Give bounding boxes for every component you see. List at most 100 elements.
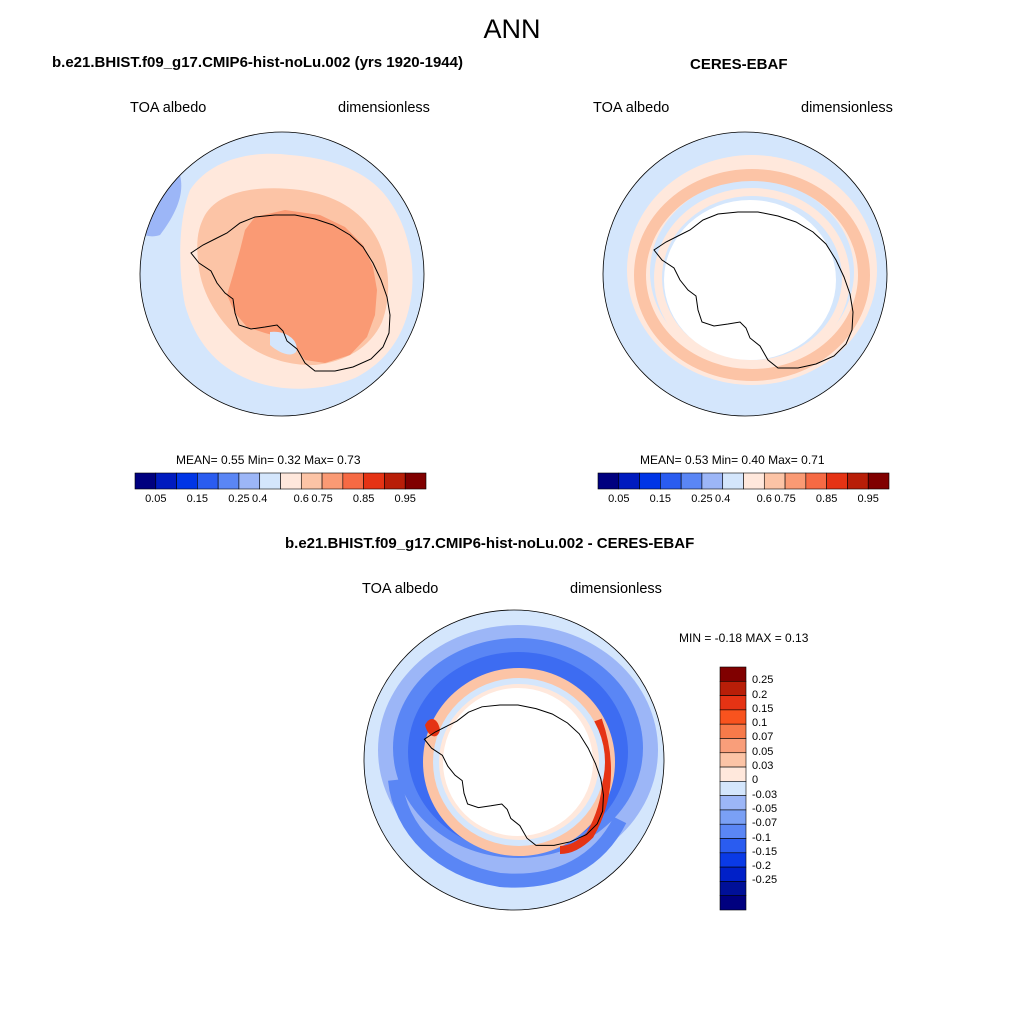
colorbar2-tick-label: 0.25: [691, 493, 713, 505]
colorbar3-swatch: [719, 666, 747, 682]
colorbar3-swatch: [719, 723, 747, 739]
panel2-variable-label: TOA albedo: [593, 100, 670, 116]
colorbar2-swatch: [847, 472, 869, 490]
colorbar1-tick-label: 0.15: [186, 493, 209, 505]
colorbar1-swatch: [217, 472, 240, 490]
panel1-title: b.e21.BHIST.f09_g17.CMIP6-hist-noLu.002 …: [52, 54, 463, 71]
colorbar3-swatch: [719, 881, 747, 897]
panel1-map-boundary: [139, 131, 425, 417]
colorbar2-swatch: [763, 472, 786, 490]
colorbar1: [134, 472, 427, 490]
colorbar2-tick-label: 0.75: [774, 493, 796, 505]
panel3-units-label: dimensionless: [570, 581, 662, 597]
panel2-mean-value: 0.53: [685, 453, 709, 467]
colorbar2-swatch: [826, 472, 848, 490]
colorbar1-swatch: [134, 472, 157, 490]
colorbar2-tick-label: 0.85: [815, 493, 838, 505]
colorbar3-tick-label: -0.15: [752, 845, 778, 858]
colorbar1-swatch: [342, 472, 364, 490]
colorbar3-tick-label: -0.03: [752, 788, 778, 801]
colorbar3: [719, 666, 747, 911]
colorbar1-swatch: [363, 472, 385, 490]
panel2-map: [602, 131, 888, 417]
colorbar1-tick-label: 0.05: [145, 493, 167, 505]
colorbar3-tick-label: -0.25: [752, 874, 778, 887]
colorbar1-swatch: [280, 472, 302, 490]
colorbar2-swatch: [805, 472, 827, 490]
panel1-min-value: 0.32: [277, 453, 301, 467]
colorbar1-tick-label: 0.4: [252, 493, 268, 505]
panel2-orange-ring: [634, 169, 870, 381]
colorbar3-tick-label: -0.05: [752, 802, 778, 815]
colorbar1-swatch: [238, 472, 261, 490]
colorbar3-tick-label: 0.1: [752, 717, 768, 730]
colorbar1-swatch: [259, 472, 281, 490]
panel2-min-value: 0.40: [741, 453, 765, 467]
colorbar3-tick-label: 0.05: [752, 745, 774, 758]
colorbar1-swatch: [404, 472, 427, 490]
colorbar1-tick-label: 0.75: [311, 493, 333, 505]
colorbar3-tick-label: -0.2: [752, 860, 771, 873]
colorbar3-swatch: [719, 795, 747, 811]
colorbar1-swatch: [176, 472, 198, 490]
panel1-variable-label: TOA albedo: [130, 100, 207, 116]
panel1-max-label: Max=: [304, 453, 334, 467]
colorbar2-swatch: [701, 472, 724, 490]
colorbar3-tick-label: 0.2: [752, 688, 768, 701]
colorbar2-tick-label: 0.15: [649, 493, 672, 505]
panel2-min-label: Min=: [711, 453, 739, 467]
colorbar2-swatch: [660, 472, 682, 490]
colorbar2-tick-label: 0.95: [857, 493, 879, 505]
panel2-max-value: 0.71: [801, 453, 825, 467]
colorbar3-swatch: [719, 695, 747, 711]
colorbar2-swatch: [618, 472, 640, 490]
panel3-lower-blue-arc: [388, 779, 627, 888]
panel2-map-boundary: [602, 131, 888, 417]
panel3-stats: MIN = -0.18 MAX = 0.13: [679, 631, 809, 645]
colorbar2-swatch: [867, 472, 890, 490]
colorbar1-tick-label: 0.95: [394, 493, 416, 505]
panel3-map-boundary: [363, 609, 665, 911]
colorbar3-tick-label: 0.25: [752, 674, 774, 687]
colorbar3-swatch: [719, 781, 747, 796]
panel3-variable-label: TOA albedo: [362, 581, 439, 597]
colorbar3-tick-label: -0.1: [752, 831, 771, 844]
colorbar2-tick-label: 0.4: [715, 493, 731, 505]
panel3-title: b.e21.BHIST.f09_g17.CMIP6-hist-noLu.002 …: [285, 535, 695, 552]
colorbar3-swatch: [719, 895, 747, 911]
colorbar1-swatch: [384, 472, 406, 490]
panel2-units-label: dimensionless: [801, 100, 893, 116]
panel2-max-label: Max=: [768, 453, 798, 467]
colorbar1-swatch: [321, 472, 344, 490]
panel2-stats: MEAN= 0.53 Min= 0.40 Max= 0.71: [640, 453, 825, 467]
figure-title: ANN: [483, 14, 541, 44]
colorbar3-swatch: [719, 866, 747, 882]
panel1-map: [139, 131, 425, 417]
panel1-mean-value: 0.55: [221, 453, 245, 467]
panel1-units-label: dimensionless: [338, 100, 430, 116]
colorbar3-tick-label: 0.03: [752, 760, 774, 773]
panel1-continent-fill: [227, 210, 377, 363]
colorbar1-tick-label: 0.6: [293, 493, 309, 505]
panel2-title: CERES-EBAF: [690, 56, 788, 73]
colorbar2: [597, 472, 890, 490]
colorbar2-swatch: [639, 472, 661, 490]
panel2-inner-ring: [654, 188, 850, 368]
colorbar3-swatch: [719, 680, 747, 696]
colorbar2-swatch: [680, 472, 703, 490]
colorbar2-swatch: [597, 472, 620, 490]
colorbar3-tick-label: 0.15: [752, 702, 774, 715]
colorbar3-swatch: [719, 838, 747, 854]
colorbar1-swatch: [300, 472, 323, 490]
colorbar3-tick-label: -0.07: [752, 817, 778, 830]
panel2-mean-label: MEAN=: [640, 453, 682, 467]
panel3-map: [363, 609, 665, 911]
colorbar2-swatch: [722, 472, 744, 490]
colorbar3-swatch: [719, 709, 747, 725]
colorbar1-tick-label: 0.85: [352, 493, 375, 505]
panel3-no-data: [443, 688, 593, 836]
colorbar3-swatch: [719, 738, 747, 754]
colorbar2-swatch: [743, 472, 765, 490]
colorbar3-swatch: [719, 823, 747, 839]
